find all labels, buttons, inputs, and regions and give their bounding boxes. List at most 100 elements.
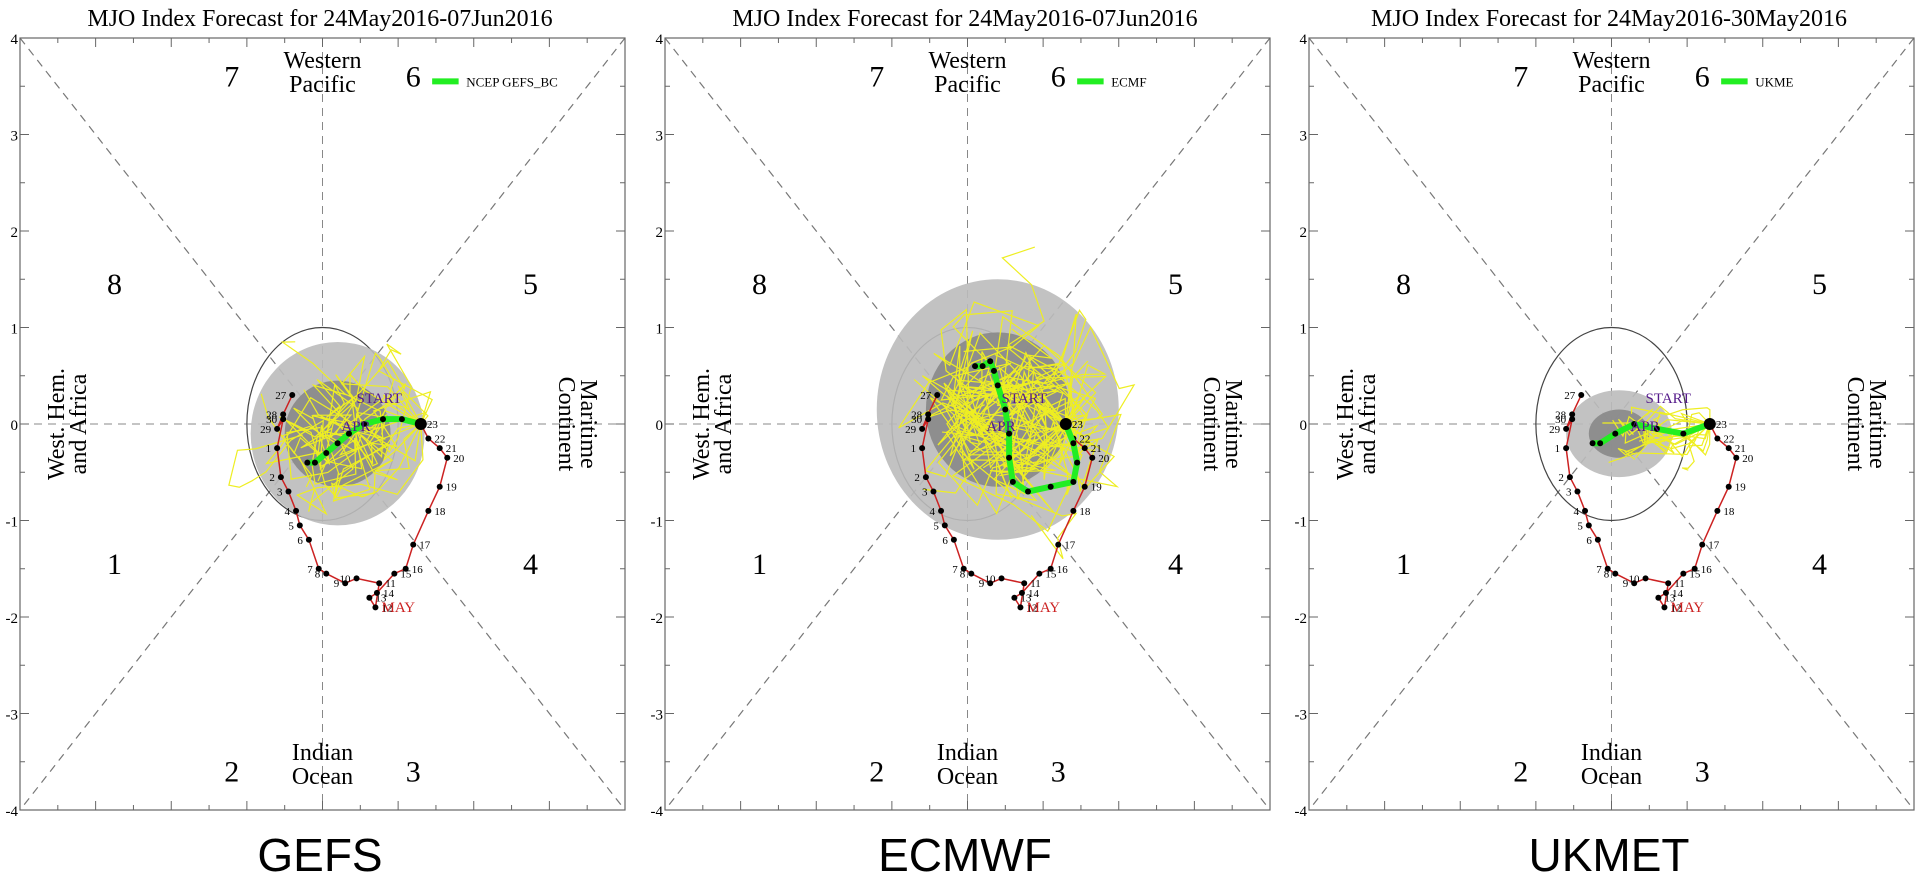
phase-label: 1 [107, 548, 122, 581]
day-label: 20 [1742, 453, 1754, 465]
day-label: 10 [340, 573, 352, 585]
day-label: 13 [1020, 593, 1031, 605]
day-label: 18 [434, 506, 446, 518]
phase-label: 4 [523, 548, 538, 581]
observed-point [1691, 565, 1698, 572]
day-label: 19 [1091, 482, 1103, 494]
forecast-point [1047, 483, 1054, 490]
ensemble-member-line [913, 379, 1086, 496]
forecast-point [1006, 430, 1013, 437]
forecast-point [304, 459, 311, 466]
day-label: 16 [1057, 564, 1069, 576]
ecmwf-panel: MJO Index Forecast for 24May2016-07Jun20… [645, 0, 1285, 881]
y-tick-label: -4 [6, 804, 19, 820]
y-tick-label: -2 [6, 611, 19, 627]
observed-point [436, 445, 443, 452]
observed-point [1665, 580, 1672, 587]
phase-label: 3 [406, 755, 421, 788]
day-label: 14 [1028, 588, 1040, 600]
y-tick-label: -3 [6, 708, 19, 724]
ensemble-member-line [951, 325, 1136, 533]
observed-point [998, 575, 1005, 582]
day-label: 16 [412, 564, 424, 576]
observed-point [1582, 507, 1589, 514]
phase-label: 5 [1812, 268, 1827, 301]
phase-label: 6 [406, 61, 421, 94]
observed-point [960, 565, 967, 572]
day-label: 10 [985, 573, 997, 585]
day-label: 21 [1091, 443, 1102, 455]
ensemble-member-line [287, 354, 422, 439]
legend-label: UKME [1755, 74, 1793, 89]
observed-point [930, 488, 937, 495]
y-tick-label: 0 [656, 418, 664, 434]
ukmet-panel: MJO Index Forecast for 24May2016-30May20… [1289, 0, 1920, 881]
forecast-point [1680, 430, 1687, 437]
y-tick-label: -1 [1295, 515, 1308, 531]
day-label: 29 [1549, 424, 1561, 436]
region-label: Ocean [292, 764, 353, 790]
ensemble-member-line [949, 392, 1066, 477]
may-label: MAY [381, 600, 415, 616]
observed-point [938, 507, 945, 514]
day-label: 12 [1670, 602, 1681, 614]
observed-point [391, 570, 398, 577]
forecast-point [972, 363, 979, 370]
phase-label: 8 [107, 268, 122, 301]
ensemble-member-line [310, 423, 422, 502]
forecast-point [1703, 418, 1716, 430]
observed-point [376, 580, 383, 587]
y-tick-label: 2 [11, 225, 19, 241]
observed-point [1070, 507, 1077, 514]
day-label: 8 [315, 569, 321, 581]
day-label: 18 [1079, 506, 1091, 518]
region-label: Pacific [289, 72, 356, 98]
phase-label: 3 [1051, 755, 1066, 788]
region-label: Western [1572, 48, 1650, 74]
observed-point [1725, 445, 1732, 452]
forecast-point [1074, 459, 1081, 466]
observed-point [1089, 454, 1096, 461]
observed-point [925, 416, 932, 423]
ensemble-member-line [937, 410, 1067, 499]
day-label: 20 [1098, 453, 1110, 465]
region-label: Pacific [1578, 72, 1645, 98]
day-label: 22 [434, 433, 445, 445]
forecast-point [1612, 430, 1619, 437]
ensemble-member-line [945, 395, 1067, 515]
region-label: West. Hem. [1333, 368, 1359, 480]
ensemble-member-line [303, 389, 428, 470]
observed-point [922, 474, 929, 481]
ensemble-member-line [991, 315, 1104, 452]
observed-point [1631, 580, 1638, 587]
observed-point [277, 474, 284, 481]
ensemble-member-line [228, 419, 422, 488]
day-label: 22 [1079, 433, 1090, 445]
ensemble-member-line [356, 352, 429, 435]
observed-point [1047, 565, 1054, 572]
ensemble-member-line [286, 382, 421, 480]
day-label: 2 [269, 472, 275, 484]
region-label: and Africa [1355, 373, 1381, 474]
ensemble-member-line [280, 410, 422, 488]
observed-point [1714, 507, 1721, 514]
phase-label: 3 [1695, 755, 1710, 788]
region-label: Maritime [1864, 379, 1890, 468]
observed-point [987, 580, 994, 587]
chart-title: MJO Index Forecast for 24May2016-07Jun20… [87, 6, 553, 32]
day-label: 29 [905, 424, 917, 436]
day-label: 2 [1558, 472, 1564, 484]
ensemble-member-line [279, 416, 422, 499]
day-label: 17 [419, 540, 431, 552]
y-tick-label: -3 [651, 708, 664, 724]
legend-label: ECMF [1111, 74, 1146, 89]
observed-point [1680, 570, 1687, 577]
observed-point [373, 589, 380, 596]
region-label: Indian [292, 740, 353, 766]
observed-point [366, 594, 373, 601]
day-label: 12 [381, 602, 392, 614]
forecast-point [398, 416, 405, 423]
day-label: 16 [1701, 564, 1713, 576]
observed-point [1569, 411, 1576, 418]
observed-point [425, 507, 432, 514]
